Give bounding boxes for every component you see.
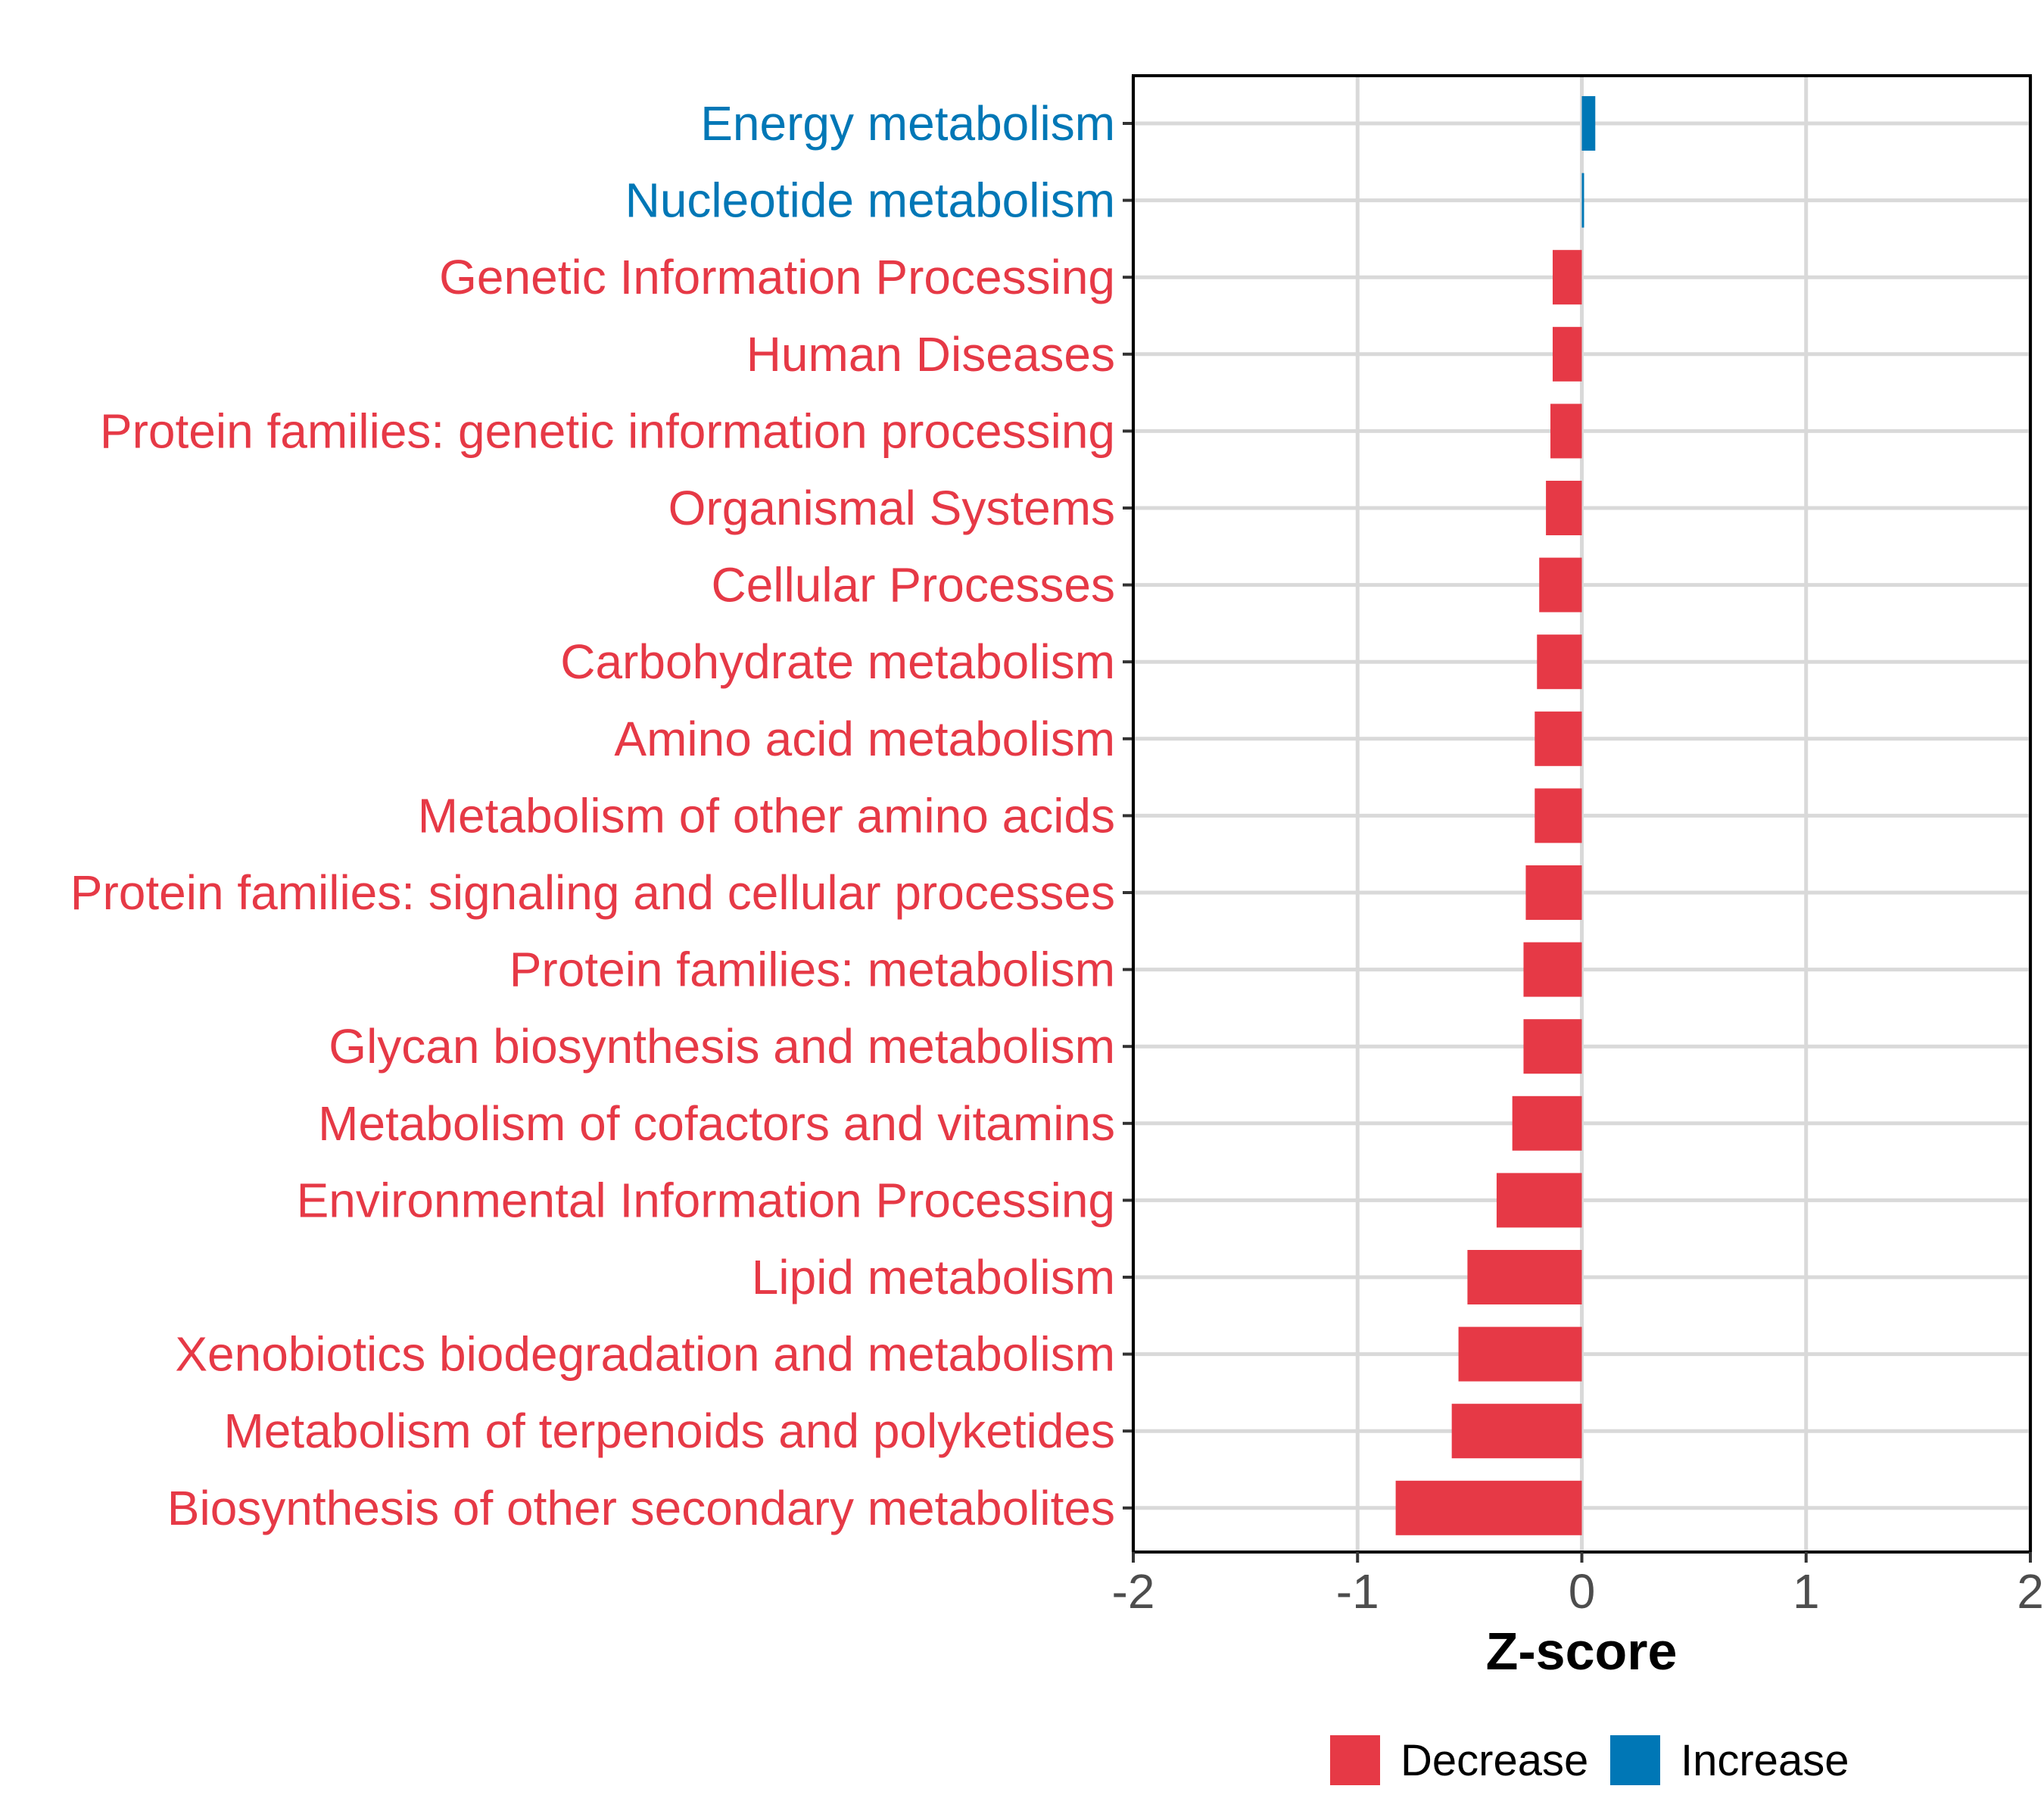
- bar-9: [1535, 788, 1582, 843]
- category-label-16: Xenobiotics biodegradation and metabolis…: [175, 1327, 1115, 1382]
- category-label-4: Protein families: genetic information pr…: [100, 404, 1115, 458]
- bar-6: [1539, 557, 1582, 612]
- bar-4: [1550, 404, 1582, 459]
- bar-18: [1395, 1480, 1582, 1535]
- category-label-3: Human Diseases: [746, 327, 1115, 382]
- bar-8: [1535, 711, 1582, 766]
- legend-swatch-decrease: [1330, 1735, 1380, 1785]
- category-label-13: Metabolism of cofactors and vitamins: [318, 1096, 1115, 1151]
- legend-label-increase: Increase: [1681, 1736, 1849, 1785]
- category-label-5: Organismal Systems: [668, 481, 1115, 535]
- category-label-7: Carbohydrate metabolism: [560, 634, 1115, 689]
- x-tick-label-0: -2: [1112, 1564, 1155, 1619]
- bar-11: [1523, 942, 1582, 997]
- category-label-1: Nucleotide metabolism: [625, 173, 1115, 228]
- bar-14: [1496, 1173, 1582, 1228]
- category-label-14: Environmental Information Processing: [297, 1173, 1115, 1227]
- x-axis-title: Z-score: [1486, 1622, 1678, 1681]
- bar-1: [1581, 173, 1584, 228]
- category-label-10: Protein families: signaling and cellular…: [70, 865, 1115, 920]
- category-label-11: Protein families: metabolism: [509, 943, 1115, 997]
- category-label-17: Metabolism of terpenoids and polyketides: [223, 1404, 1115, 1458]
- bar-13: [1512, 1095, 1582, 1151]
- category-label-15: Lipid metabolism: [752, 1250, 1115, 1304]
- category-labels: Energy metabolism Nucleotide metabolism Ge…: [70, 96, 1115, 1535]
- x-tick-label-2: 0: [1569, 1564, 1596, 1619]
- bar-15: [1467, 1250, 1582, 1304]
- y-axis-ticks: [1123, 122, 1133, 1510]
- category-label-2: Genetic Information Processing: [439, 250, 1115, 304]
- category-label-0: Energy metabolism: [700, 96, 1115, 151]
- x-tick-label-4: 2: [2017, 1564, 2044, 1619]
- bar-17: [1451, 1404, 1582, 1459]
- category-label-8: Amino acid metabolism: [614, 712, 1115, 766]
- category-label-12: Glycan biosynthesis and metabolism: [329, 1019, 1115, 1074]
- category-label-6: Cellular Processes: [711, 558, 1115, 612]
- bar-2: [1552, 250, 1582, 305]
- bar-10: [1525, 865, 1582, 920]
- bar-3: [1552, 326, 1582, 382]
- legend: Decrease Increase: [1330, 1735, 1849, 1785]
- category-label-18: Biosynthesis of other secondary metaboli…: [167, 1481, 1115, 1535]
- legend-swatch-increase: [1610, 1735, 1660, 1785]
- bar-16: [1458, 1326, 1582, 1382]
- bar-0: [1581, 96, 1596, 151]
- legend-label-decrease: Decrease: [1401, 1736, 1588, 1785]
- bars: [1395, 96, 1596, 1535]
- x-tick-label-1: -1: [1336, 1564, 1379, 1619]
- bar-12: [1523, 1019, 1582, 1074]
- x-axis-ticks: -2 -1 0 1 2: [1112, 1552, 2044, 1619]
- x-tick-label-3: 1: [1793, 1564, 1820, 1619]
- bar-7: [1537, 634, 1582, 690]
- bar-5: [1546, 481, 1582, 535]
- category-label-9: Metabolism of other amino acids: [418, 788, 1115, 843]
